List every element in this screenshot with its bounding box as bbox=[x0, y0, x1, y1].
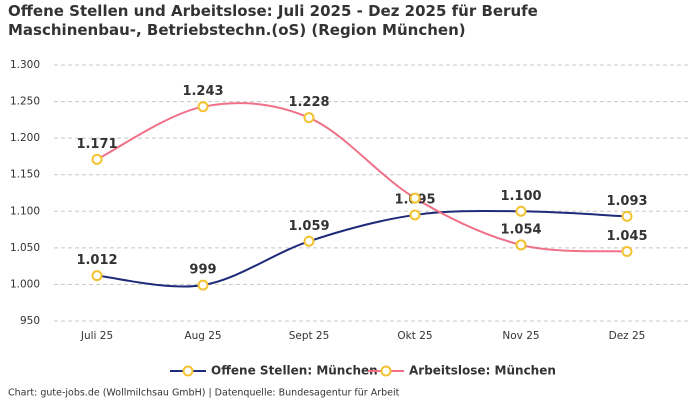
legend-label: Offene Stellen: München bbox=[211, 364, 378, 378]
series-line bbox=[96, 210, 628, 288]
marker bbox=[303, 235, 315, 247]
value-label: 1.100 bbox=[500, 189, 541, 204]
legend-marker bbox=[182, 365, 194, 377]
value-label: 999 bbox=[189, 263, 216, 278]
value-label: 1.045 bbox=[606, 229, 647, 244]
marker bbox=[197, 279, 209, 291]
series-line bbox=[96, 102, 628, 253]
marker bbox=[621, 210, 633, 222]
y-tick-label: 1.300 bbox=[10, 59, 40, 71]
marker bbox=[515, 205, 527, 217]
x-tick-label: Nov 25 bbox=[502, 330, 539, 342]
marker bbox=[91, 153, 103, 165]
marker bbox=[409, 192, 421, 204]
y-tick-label: 1.250 bbox=[10, 96, 40, 108]
y-tick-label: 1.200 bbox=[10, 132, 40, 144]
y-tick-label: 1.150 bbox=[10, 169, 40, 181]
value-label: 1.059 bbox=[288, 219, 329, 234]
legend-label: Arbeitslose: München bbox=[409, 364, 556, 378]
value-label: 1.228 bbox=[288, 95, 329, 110]
marker bbox=[515, 239, 527, 251]
chart-title: Offene Stellen und Arbeitslose: Juli 202… bbox=[8, 2, 538, 39]
y-tick-label: 950 bbox=[20, 315, 40, 327]
marker bbox=[409, 209, 421, 221]
value-label: 1.171 bbox=[76, 137, 117, 152]
value-label: 1.012 bbox=[76, 253, 117, 268]
marker bbox=[197, 101, 209, 113]
y-tick-label: 1.100 bbox=[10, 205, 40, 217]
footer: Chart: gute-jobs.de (Wollmilchsau GmbH) … bbox=[8, 388, 400, 399]
value-label: 1.243 bbox=[182, 84, 223, 99]
legend-marker bbox=[380, 365, 392, 377]
x-tick-label: Aug 25 bbox=[184, 330, 221, 342]
value-label: 1.054 bbox=[500, 222, 541, 237]
marker bbox=[303, 112, 315, 124]
y-tick-label: 1.050 bbox=[10, 242, 40, 254]
x-tick-label: Sept 25 bbox=[289, 330, 330, 342]
x-tick-label: Juli 25 bbox=[80, 330, 113, 342]
marker bbox=[91, 270, 103, 282]
value-label: 1.093 bbox=[606, 194, 647, 209]
marker bbox=[621, 246, 633, 258]
y-tick-label: 1.000 bbox=[10, 278, 40, 290]
x-tick-label: Okt 25 bbox=[397, 330, 432, 342]
x-tick-label: Dez 25 bbox=[609, 330, 646, 342]
